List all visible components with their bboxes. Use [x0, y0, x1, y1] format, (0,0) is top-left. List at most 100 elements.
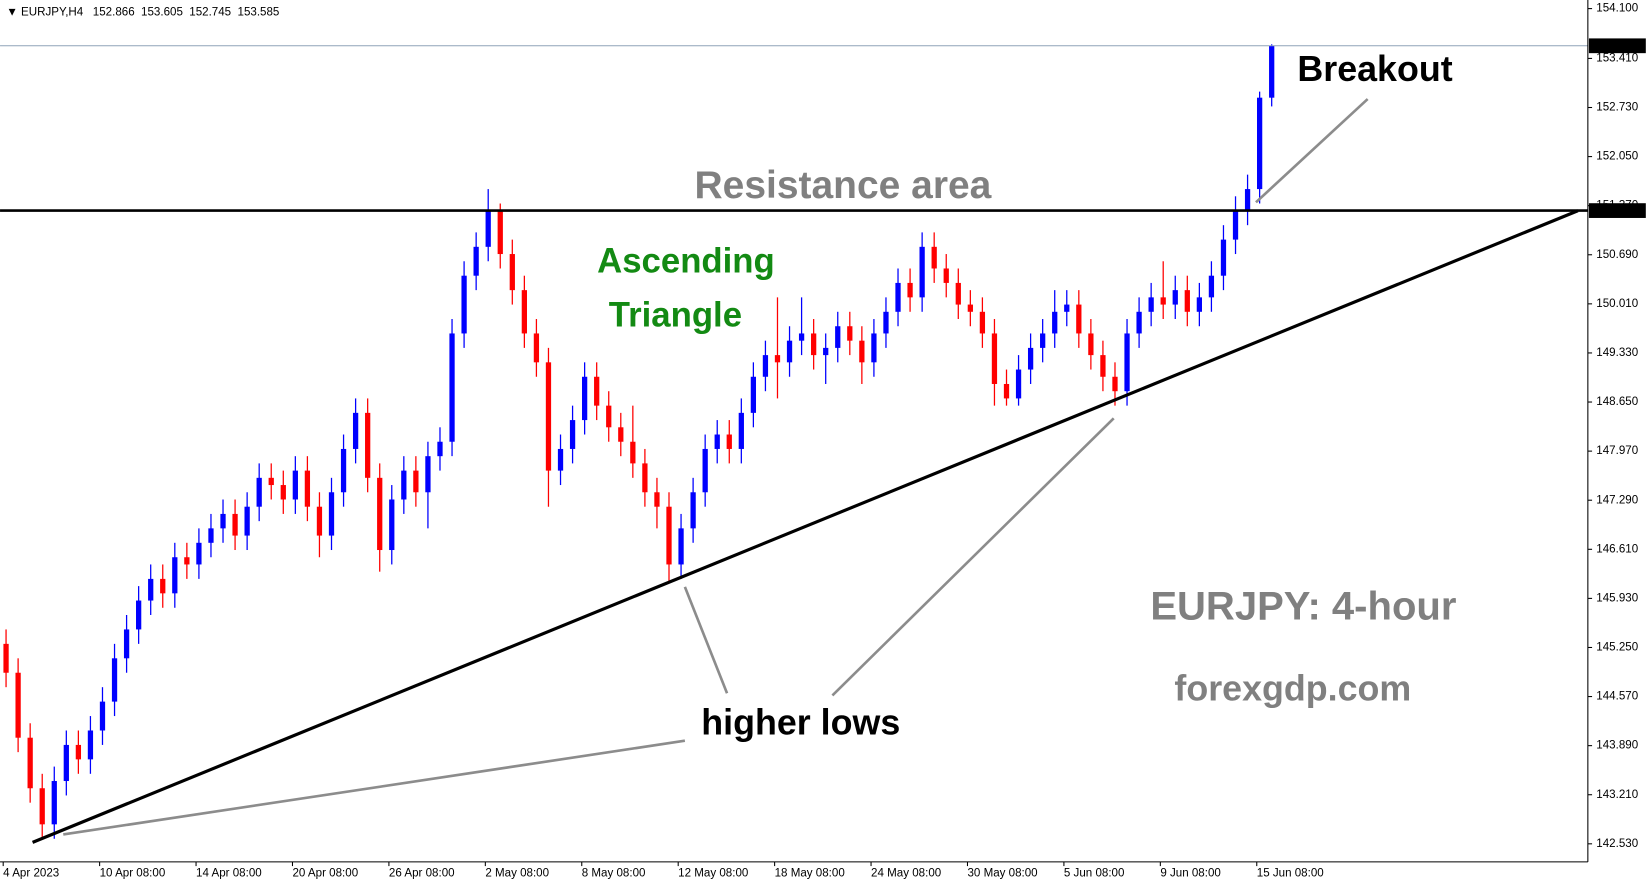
candle-body	[811, 333, 817, 356]
y-tick-label: 150.010	[1596, 298, 1638, 310]
x-tick-label: 9 Jun 08:00	[1160, 868, 1221, 880]
candle-body	[871, 333, 877, 363]
candle-body	[377, 477, 383, 551]
candle-body	[1220, 239, 1227, 276]
candle-body	[666, 506, 672, 565]
candle-body	[473, 246, 479, 276]
candle-body	[569, 420, 576, 449]
candle-body	[1269, 45, 1275, 98]
header-close: 153.585	[238, 7, 280, 19]
candle-body	[774, 355, 781, 363]
candle-body	[196, 542, 202, 565]
annotation: higher lows	[701, 702, 900, 742]
candle-body	[630, 441, 636, 464]
candle-body	[726, 434, 732, 449]
candle-body	[208, 528, 214, 543]
y-tick-label: 149.330	[1596, 347, 1638, 359]
candle-body	[931, 246, 937, 269]
candle-body	[1003, 383, 1010, 399]
candle-body	[27, 737, 33, 789]
x-tick-label: 26 Apr 08:00	[389, 868, 455, 880]
candle-body	[1052, 311, 1058, 334]
plot-area	[0, 44, 1588, 844]
candle-body	[1064, 304, 1070, 312]
x-tick-label: 18 May 08:00	[775, 868, 845, 880]
candle-body	[678, 528, 684, 565]
annotation: EURJPY: 4-hour	[1150, 585, 1456, 629]
candle-body	[835, 326, 841, 348]
price-box-label: 151.302	[1593, 205, 1635, 217]
candle-body	[654, 492, 660, 507]
candle-body	[160, 578, 166, 594]
candle-body	[606, 405, 612, 428]
candle-body	[316, 506, 323, 536]
candle-body	[232, 513, 238, 536]
candle-body	[1148, 297, 1154, 312]
candle-body	[750, 376, 757, 413]
candle-body	[509, 254, 515, 291]
candle-body	[3, 643, 9, 673]
y-tick-label: 147.970	[1596, 445, 1638, 457]
annotation: Breakout	[1297, 49, 1452, 89]
candle-body	[304, 470, 311, 507]
candle-body	[340, 448, 347, 493]
candle-body	[618, 427, 624, 442]
price-box	[1588, 203, 1646, 218]
candle-body	[702, 448, 708, 493]
candle-body	[859, 340, 865, 363]
x-tick-label: 2 May 08:00	[485, 868, 549, 880]
y-tick-label: 147.290	[1596, 494, 1638, 506]
candle-body	[545, 362, 552, 471]
candle-body	[87, 730, 94, 760]
candle-body	[847, 326, 853, 341]
candle-body	[63, 744, 69, 782]
pointer-line	[1255, 98, 1369, 204]
candle-body	[581, 376, 588, 421]
candle-body	[15, 672, 21, 738]
candle-body	[268, 477, 274, 486]
y-tick-label: 152.050	[1596, 151, 1638, 163]
candle-body	[1100, 355, 1106, 377]
x-tick-label: 12 May 08:00	[678, 868, 748, 880]
y-tick-label: 144.570	[1596, 691, 1638, 703]
candle-body	[1256, 97, 1263, 190]
candle-body	[365, 412, 371, 478]
candle-body	[256, 477, 262, 507]
candle-body	[967, 304, 973, 312]
candle-body	[244, 506, 250, 536]
header-open: 152.866	[93, 7, 135, 19]
header-low: 152.745	[189, 7, 231, 19]
candle-body	[172, 557, 178, 594]
candle-body	[1112, 376, 1118, 392]
candle-body	[136, 600, 142, 630]
y-tick-label: 143.890	[1596, 740, 1638, 752]
y-tick-label: 148.650	[1596, 396, 1638, 408]
x-tick-label: 8 May 08:00	[582, 868, 646, 880]
x-tick-label: 15 Jun 08:00	[1257, 868, 1324, 880]
candle-body	[533, 333, 540, 363]
candle-body	[1244, 189, 1251, 211]
candle-body	[798, 333, 805, 341]
candle-body	[111, 658, 118, 702]
candle-body	[883, 311, 889, 334]
candle-body	[220, 513, 226, 529]
pointer-line	[683, 586, 729, 694]
candle-body	[1232, 210, 1239, 240]
candle-body	[75, 744, 82, 760]
y-tick-label: 142.530	[1596, 838, 1638, 850]
candle-body	[99, 701, 106, 731]
candle-body	[485, 210, 491, 247]
candle-body	[292, 470, 298, 500]
candle-body	[352, 412, 359, 449]
candle-body	[762, 355, 769, 377]
candle-body	[1124, 333, 1130, 392]
y-tick-label: 145.250	[1596, 642, 1638, 654]
candle-body	[907, 282, 913, 298]
y-tick-label: 145.930	[1596, 592, 1638, 604]
annotation: Ascending	[597, 243, 775, 281]
annotation: forexgdp.com	[1174, 669, 1411, 709]
price-box	[1588, 38, 1646, 54]
header-arrow: ▼	[6, 7, 21, 19]
